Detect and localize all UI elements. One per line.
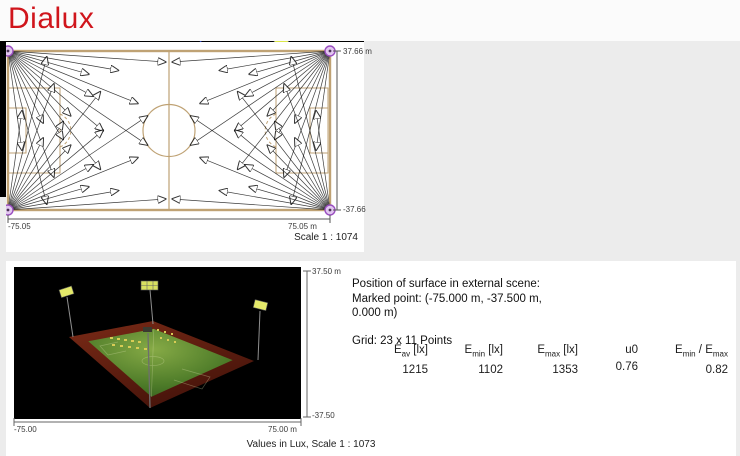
stat-column: Emax [lx] 1353	[503, 343, 578, 378]
header-strip	[0, 0, 740, 41]
stat-value: 0.76	[615, 361, 638, 373]
light-vector-arrows	[7, 50, 331, 211]
stat-header: Emin / Emax	[675, 344, 728, 359]
app-title: Dialux	[8, 2, 95, 35]
luminaire-corner-markers	[6, 45, 336, 216]
lux-axis-right: 75.00 m	[268, 425, 297, 434]
plan-pitch-drawing	[6, 45, 341, 223]
floodlight-head	[58, 285, 75, 299]
stat-header: Emin [lx]	[464, 344, 503, 359]
marked-point-line2: 0.000 m)	[352, 307, 398, 319]
lux-dimension-lines	[13, 270, 311, 426]
stat-header: Eav [lx]	[393, 344, 428, 359]
lux-axis-top: 37.50 m	[312, 267, 341, 276]
surface-info-block: Position of surface in external scene: M…	[352, 277, 732, 348]
lux-value-marks	[110, 329, 176, 350]
stat-value: 1353	[552, 364, 578, 377]
stat-header: u0	[625, 344, 638, 356]
field-lines	[99, 328, 211, 397]
stat-value: 1102	[478, 364, 503, 377]
floodlight-head-dark	[143, 327, 152, 332]
lux-caption: Values in Lux, Scale 1 : 1073	[246, 439, 376, 450]
stat-column: u0 0.76	[578, 343, 638, 378]
marked-point-line1: Marked point: (-75.000 m, -37.500 m,	[352, 292, 542, 305]
stat-column: Emin [lx] 1102	[428, 343, 503, 378]
bottom-report-panel: 37.50 m -37.50 -75.00 75.00 m Values in …	[6, 261, 736, 456]
dimension-lines	[7, 50, 341, 223]
stat-value: 0.82	[705, 364, 728, 377]
lux-axis-bottom: -37.50	[312, 411, 335, 420]
stat-header: Emax [lx]	[537, 344, 578, 359]
pitch-markings	[6, 49, 332, 212]
plan-scale-label: Scale 1 : 1074	[294, 232, 358, 243]
plan-axis-top: 37.66 m	[343, 47, 372, 56]
floodlight-poles-lux	[58, 280, 269, 409]
plan-view-panel: 37.66 m -37.66 -75.05 75.05 m Scale 1 : …	[6, 42, 372, 252]
illuminance-stats-table: Eav [lx] 1215 Emin [lx] 1102 Emax [lx] 1353 u0…	[352, 343, 728, 378]
stat-column: Emin / Emax 0.82	[638, 343, 728, 378]
plan-axis-left: -75.05	[8, 222, 31, 231]
lux-render	[58, 280, 269, 409]
floodlight-head-grid	[140, 280, 159, 291]
stat-column: Eav [lx] 1215	[352, 343, 428, 378]
floodlight-head	[252, 299, 269, 311]
plan-axis-right: 75.05 m	[288, 222, 317, 231]
lux-render-view	[14, 267, 301, 419]
surface-position-line: Position of surface in external scene:	[352, 278, 540, 290]
grass-field	[88, 328, 233, 397]
plan-axis-bottom: -37.66	[343, 205, 366, 214]
lux-axis-left: -75.00	[14, 425, 37, 434]
grid-points-line: Grid: 23 x 11 Points	[352, 334, 453, 347]
stat-value: 1215	[402, 364, 428, 377]
